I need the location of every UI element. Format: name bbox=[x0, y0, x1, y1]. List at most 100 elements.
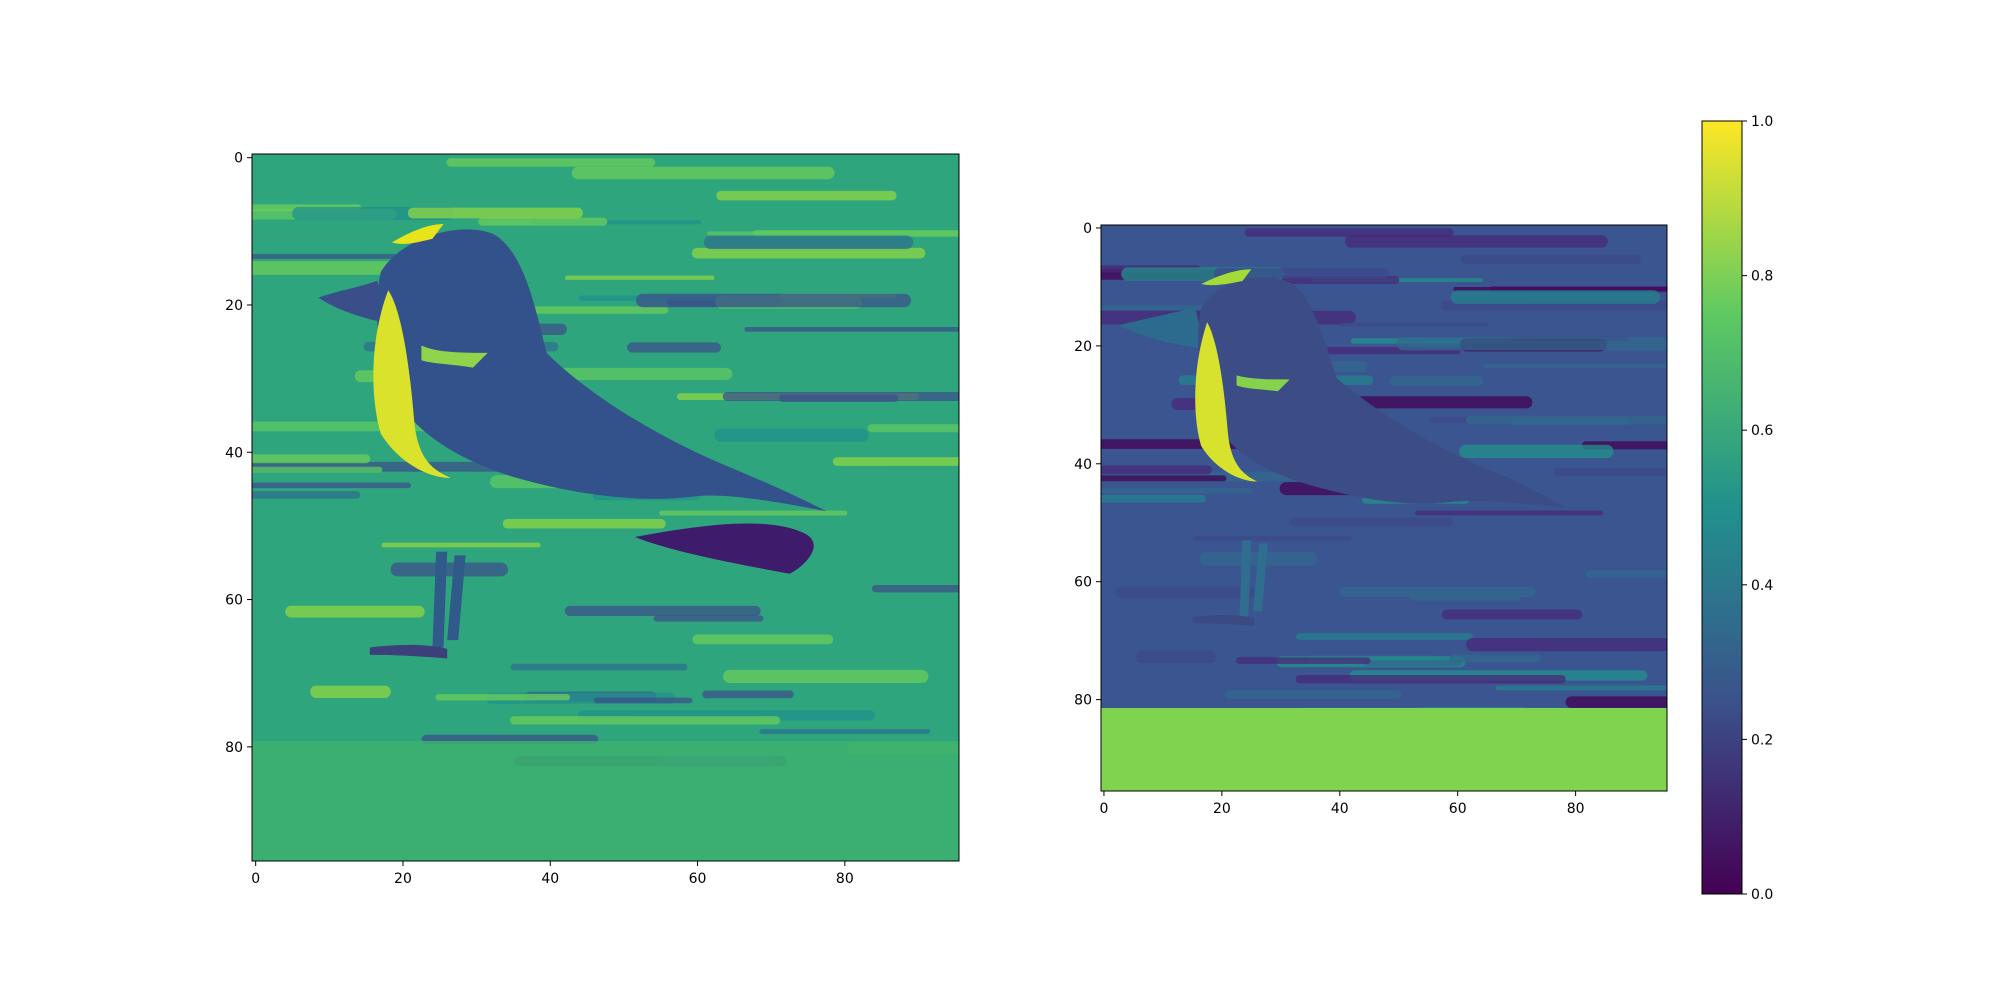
water-ripple bbox=[1495, 685, 1666, 691]
water-ripple bbox=[653, 615, 764, 622]
water-ripple bbox=[1585, 570, 1667, 578]
water-ripple bbox=[778, 394, 899, 402]
x-tick-label: 80 bbox=[836, 871, 854, 887]
water-ripple bbox=[1460, 254, 1642, 265]
water-ripple bbox=[1554, 467, 1667, 477]
water-ripple bbox=[252, 491, 361, 499]
colorbar-gradient bbox=[1701, 120, 1743, 895]
water-ripple bbox=[390, 562, 509, 577]
water-ripple bbox=[1345, 235, 1608, 248]
water-ripple bbox=[252, 454, 371, 464]
water-ripple bbox=[1339, 586, 1536, 597]
water-ripple bbox=[867, 424, 959, 433]
y-tick-label: 80 bbox=[225, 740, 243, 756]
water-ripple bbox=[692, 634, 834, 645]
water-ripple bbox=[1362, 660, 1462, 666]
water-ripple bbox=[502, 519, 666, 529]
water-ripple bbox=[659, 510, 848, 516]
left-image-panel: 0 20 40 60 80 0 20 40 60 80 bbox=[225, 151, 960, 887]
right-axes-frame bbox=[1100, 224, 1668, 792]
water-ripple bbox=[714, 428, 869, 442]
water-ripple bbox=[252, 466, 383, 473]
x-tick-label: 60 bbox=[1449, 801, 1467, 817]
right-axis-ticks: 0 20 40 60 80 0 20 40 60 80 bbox=[1074, 221, 1584, 817]
water-ripple bbox=[564, 605, 761, 616]
water-ripple bbox=[478, 217, 608, 226]
water-ripple bbox=[381, 542, 541, 548]
right-heatmap-image bbox=[1101, 225, 1667, 791]
water-ripple bbox=[1101, 475, 1227, 482]
water-ripple bbox=[510, 663, 688, 671]
water-ripple bbox=[1339, 322, 1489, 327]
water-ripple bbox=[1101, 465, 1212, 475]
left-gull-figure bbox=[318, 223, 827, 659]
colorbar-tick-label: 0.4 bbox=[1751, 578, 1773, 594]
colorbar-tick-label: 0.6 bbox=[1751, 423, 1773, 439]
x-tick-label: 20 bbox=[394, 871, 412, 887]
colorbar-ticks: 0.0 0.2 0.4 0.6 0.8 1.0 bbox=[1742, 114, 1773, 903]
water-ripple bbox=[1101, 488, 1253, 494]
left-axis-ticks: 0 20 40 60 80 0 20 40 60 80 bbox=[225, 151, 854, 887]
colorbar-tick-label: 0.2 bbox=[1751, 732, 1773, 748]
y-tick-label: 0 bbox=[1083, 221, 1092, 237]
water-ripple bbox=[1295, 675, 1566, 684]
water-ripple bbox=[871, 585, 959, 593]
water-ripple bbox=[1450, 290, 1661, 304]
left-axes-frame bbox=[251, 153, 960, 862]
y-tick-label: 0 bbox=[234, 151, 243, 167]
water-ripple bbox=[703, 235, 914, 250]
colorbar-tick-label: 0.8 bbox=[1751, 269, 1773, 285]
water-ripple bbox=[435, 694, 571, 701]
water-ripple bbox=[832, 457, 959, 466]
water-ripple bbox=[1235, 657, 1371, 664]
water-ripple bbox=[1565, 696, 1667, 708]
water-ripple bbox=[1101, 494, 1206, 503]
y-tick-label: 40 bbox=[1074, 457, 1092, 473]
water-ripple bbox=[691, 247, 926, 259]
colorbar-tick-label: 1.0 bbox=[1751, 114, 1773, 130]
water-ripple bbox=[1296, 633, 1473, 640]
y-tick-label: 20 bbox=[1074, 339, 1092, 355]
water-ripple bbox=[1459, 444, 1614, 459]
water-ripple bbox=[285, 605, 425, 618]
water-ripple bbox=[1289, 517, 1453, 527]
water-ripple bbox=[310, 685, 391, 699]
y-tick-label: 60 bbox=[1074, 575, 1092, 591]
water-ripple bbox=[1510, 417, 1631, 425]
x-tick-label: 0 bbox=[1099, 801, 1108, 817]
right-gull-figure bbox=[1118, 269, 1567, 626]
x-tick-label: 20 bbox=[1213, 801, 1231, 817]
water-ripple bbox=[635, 293, 912, 308]
left-heatmap-image bbox=[252, 154, 959, 861]
water-ripple bbox=[1441, 609, 1583, 620]
water-ripple bbox=[1192, 536, 1352, 541]
water-ripple bbox=[1213, 267, 1389, 279]
x-tick-label: 40 bbox=[1331, 801, 1349, 817]
water-ripple bbox=[1483, 363, 1667, 369]
y-tick-label: 80 bbox=[1074, 693, 1092, 709]
water-ripple bbox=[702, 690, 794, 699]
water-ripple bbox=[759, 729, 931, 735]
water-ripple bbox=[571, 166, 835, 180]
water-ripple bbox=[407, 207, 583, 219]
x-tick-label: 60 bbox=[689, 871, 707, 887]
water-ripple bbox=[1466, 637, 1667, 652]
y-tick-label: 20 bbox=[225, 298, 243, 314]
water-ripple bbox=[446, 158, 656, 167]
water-ripple bbox=[565, 275, 715, 280]
water-ripple bbox=[1135, 650, 1217, 663]
water-ripple bbox=[744, 326, 959, 332]
y-tick-label: 60 bbox=[225, 593, 243, 609]
water-ripple bbox=[593, 697, 693, 704]
water-ripple bbox=[707, 231, 959, 236]
x-tick-label: 80 bbox=[1567, 801, 1585, 817]
water-ripple bbox=[1224, 689, 1402, 699]
water-ripple bbox=[627, 342, 722, 353]
water-ripple bbox=[1415, 510, 1604, 516]
water-ripple bbox=[1244, 228, 1454, 237]
right-image-panel: 0 20 40 60 80 0 20 40 60 80 bbox=[1074, 221, 1668, 817]
water-ripple bbox=[252, 482, 411, 489]
water-ripple bbox=[722, 669, 929, 683]
water-ripple bbox=[1115, 586, 1256, 599]
